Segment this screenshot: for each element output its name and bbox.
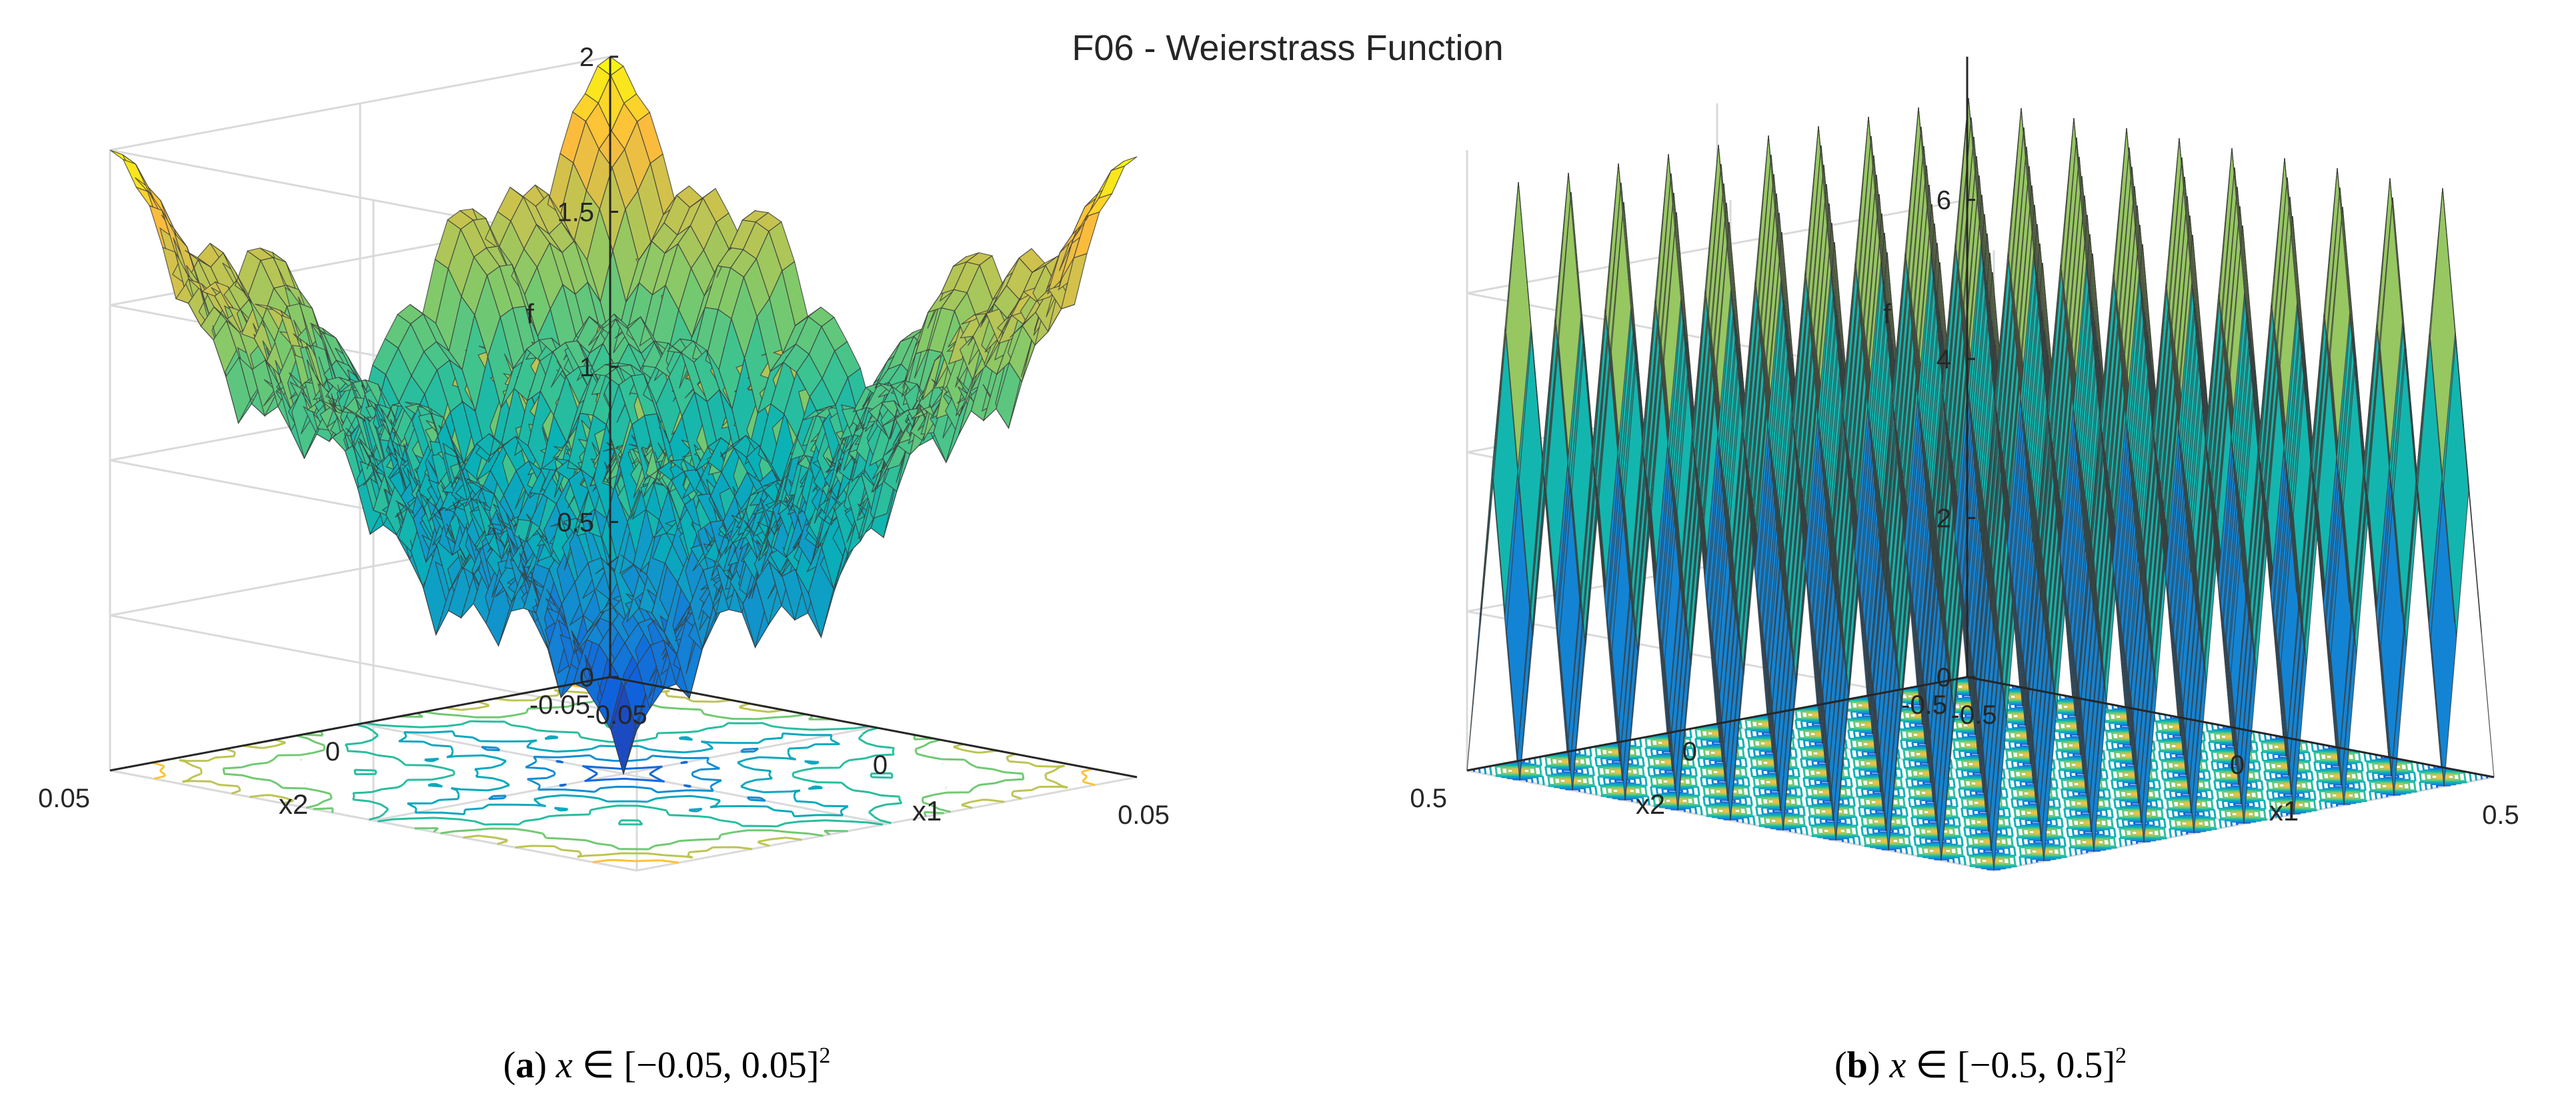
x-tick-label: 0: [873, 750, 888, 780]
x-axis-line: [1967, 676, 2495, 778]
x-axis-label: x1: [912, 795, 942, 826]
z-tick-label: 2: [1937, 504, 1951, 534]
x-axis-line: [609, 676, 1138, 778]
z-tick-label: 0.5: [557, 508, 594, 538]
y-tick-label: -0.05: [529, 690, 590, 720]
caption-b-tag: b: [1847, 1045, 1868, 1086]
x-tick-label: 0: [2230, 750, 2245, 780]
z-tick-label: 1: [579, 353, 594, 382]
z-tick-label: 4: [1937, 345, 1951, 374]
y-tick-label: 0.05: [38, 784, 90, 813]
y-tick-label: 0.5: [1410, 784, 1447, 813]
y-tick-label: 0: [325, 737, 340, 766]
z-tick-label: 0: [579, 663, 594, 692]
caption-a-tag: a: [515, 1045, 534, 1086]
contour-level-0: [555, 760, 692, 788]
caption-a-var: x: [555, 1045, 573, 1086]
caption-b-var: x: [1888, 1045, 1906, 1086]
z-tick-label: 2: [579, 43, 594, 72]
x-tick-label: 0.05: [1118, 800, 1170, 830]
y-axis-line: [109, 676, 611, 772]
z-axis-label: f: [1883, 298, 1891, 330]
surface-mesh: [1466, 98, 2495, 871]
x-tick-label: -0.05: [586, 700, 647, 730]
caption-b-range: ∈ [−0.5, 0.5]: [1906, 1045, 2115, 1086]
surface-patch: [1111, 156, 1138, 171]
surface-mesh: [109, 56, 1138, 776]
caption-a-range: ∈ [−0.05, 0.05]: [573, 1045, 820, 1086]
caption-b-power: 2: [2115, 1043, 2127, 1068]
caption-b: (b) x ∈ [−0.5, 0.5]2: [1834, 1043, 2127, 1086]
z-tick-label: 1.5: [557, 198, 594, 227]
z-axis-label: f: [526, 298, 534, 330]
x-tick-label: 0.5: [2482, 800, 2519, 830]
x-tick-label: -0.5: [1951, 700, 1997, 730]
figure-title: F06 - Weierstrass Function: [1072, 28, 1503, 68]
caption-a-power: 2: [819, 1043, 830, 1068]
y-tick-label: 0: [1682, 737, 1697, 766]
y-tick-label: -0.5: [1901, 690, 1947, 720]
y-axis-line: [1466, 676, 1968, 772]
y-axis-label: x2: [279, 788, 308, 820]
z-tick-label: 0: [1937, 663, 1951, 692]
caption-a: (a) x ∈ [−0.05, 0.05]2: [503, 1043, 831, 1086]
contour-level-2: [398, 730, 849, 818]
surface-patch: [1098, 165, 1126, 199]
x-axis-label: x1: [2269, 795, 2299, 826]
contour-level-1: [481, 746, 766, 802]
z-tick-label: 6: [1937, 186, 1951, 215]
contour-level-5: [179, 688, 1068, 859]
contour-level-4: [222, 697, 1025, 851]
y-axis-label: x2: [1636, 788, 1665, 820]
surface-patch: [2467, 482, 2495, 778]
